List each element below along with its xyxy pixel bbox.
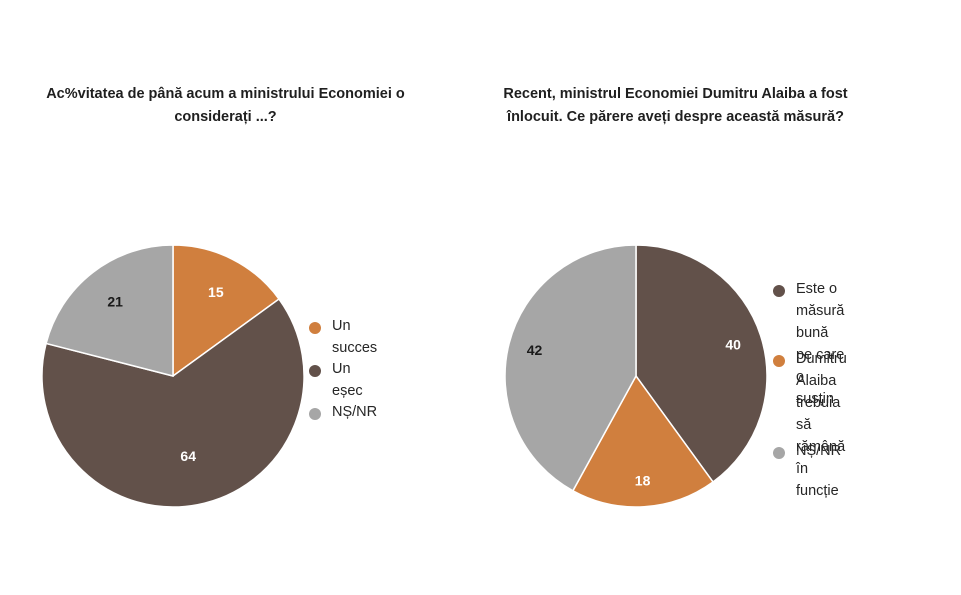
chart-2-slice-2 xyxy=(571,374,715,508)
chart-1-slice-2-value-label: 64 xyxy=(180,448,196,464)
chart-1-legend-label-1: Un succes xyxy=(332,315,377,359)
chart-2-legend-swatch-2 xyxy=(773,355,785,367)
chart-2-legend-swatch-1 xyxy=(773,285,785,297)
chart-2-legend-item-2: Dumitru Alaiba trebuia să rămână în funcți… xyxy=(773,351,847,502)
chart-1-slice-3 xyxy=(45,244,174,377)
chart-1-title-line-2: considerați ...? xyxy=(174,109,277,125)
chart-1-legend-item-1: Un succes xyxy=(309,318,377,359)
chart-2-legend-label-2-line-2: trebuia să rămână în xyxy=(796,395,846,477)
chart-1-legend-label-2: Un eșec xyxy=(332,358,363,402)
chart-2-slice-1-value-label: 40 xyxy=(725,336,741,352)
chart-1-slice-1 xyxy=(172,244,281,378)
chart-1-legend-label-1-line-1: Un succes xyxy=(332,318,378,356)
chart-2-title-line-1: Recent, ministrul Economiei Dumitru Alai… xyxy=(503,86,848,102)
chart-1-slice-1-value-label: 15 xyxy=(208,284,224,300)
chart-1-legend-swatch-1 xyxy=(309,322,321,334)
chart-2-slice-3-value-label: 42 xyxy=(527,342,543,358)
chart-1-legend-label-2-line-1: Un eșec xyxy=(332,361,363,399)
chart-2-pie: 40 18 42 xyxy=(504,244,768,508)
chart-2-legend-item-1: Este o măsură bună pe care o susțin xyxy=(773,281,844,410)
chart-1-legend-item-3: NȘ/NR xyxy=(309,404,377,423)
chart-1-legend-swatch-3 xyxy=(309,408,321,420)
chart-2-legend-label-2-line-1: Dumitru Alaiba xyxy=(796,351,847,389)
chart-2-title: Recent, ministrul Economiei Dumitru Alai… xyxy=(478,83,873,129)
chart-2-legend-swatch-3 xyxy=(773,447,785,459)
chart-1-slice-2 xyxy=(41,297,305,508)
chart-2-slice-1 xyxy=(635,244,768,484)
chart-1-legend-item-2: Un eșec xyxy=(309,361,363,402)
chart-2-legend-label-2-line-3: funcție xyxy=(796,483,839,499)
chart-2-legend-label-2: Dumitru Alaiba trebuia să rămână în funcți… xyxy=(796,348,847,502)
chart-1-title-line-1: Ac%vitatea de până acum a ministrului Ec… xyxy=(46,86,405,102)
chart-2-legend-item-3: NȘ/NR xyxy=(773,443,841,462)
chart-2-slice-3 xyxy=(504,244,637,492)
chart-1-slice-3-value-label: 21 xyxy=(107,293,123,309)
chart-1-legend-swatch-2 xyxy=(309,365,321,377)
chart-2-title-line-2: înlocuit. Ce părere aveți despre această… xyxy=(507,109,844,125)
chart-2-legend-label-3-line-1: NȘ/NR xyxy=(796,443,842,459)
chart-2-slice-2-value-label: 18 xyxy=(635,473,651,489)
chart-2-legend-label-3: NȘ/NR xyxy=(796,440,841,462)
chart-1-pie: 15 64 21 xyxy=(41,244,305,508)
chart-1-legend-label-3: NȘ/NR xyxy=(332,401,377,423)
chart-2-legend-label-1-line-2: pe care o susțin xyxy=(796,347,845,407)
chart-2-legend-label-1: Este o măsură bună pe care o susțin xyxy=(796,278,844,410)
chart-1-title: Ac%vitatea de până acum a ministrului Ec… xyxy=(28,83,423,129)
chart-2-legend-label-1-line-1: Este o măsură bună xyxy=(796,281,845,341)
chart-1-legend-label-3-line-1: NȘ/NR xyxy=(332,404,378,420)
